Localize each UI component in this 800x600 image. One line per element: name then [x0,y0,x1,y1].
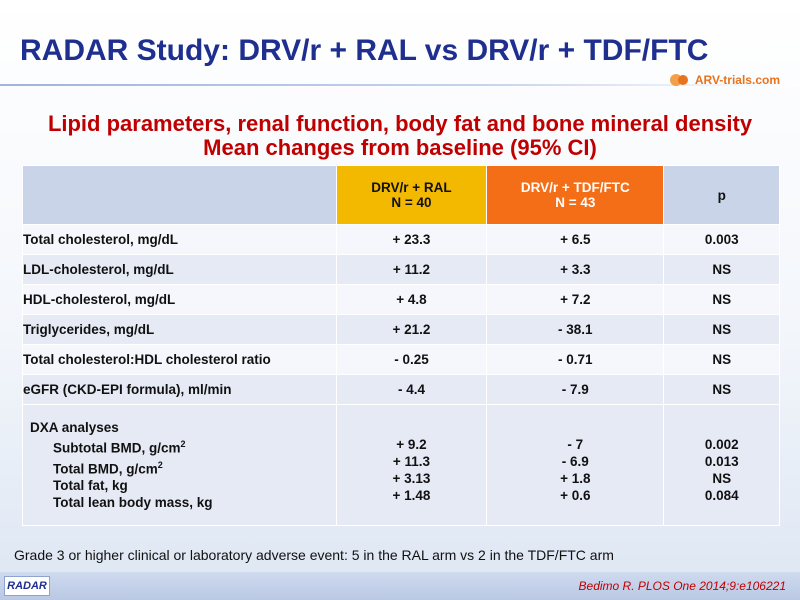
results-table: DRV/r + RAL N = 40 DRV/r + TDF/FTC N = 4… [22,165,780,526]
dxa-item-label: Total BMD, g/cm2 [23,457,336,478]
title-divider [0,84,800,86]
ral-value: + 1.48 [392,488,431,503]
dxa-item-text: Subtotal BMD, g/cm [53,440,181,456]
row-label: HDL-cholesterol, mg/dL [22,284,337,315]
row-label: Total cholesterol, mg/dL [22,224,337,255]
dxa-tdf-cell: - 7 - 6.9 + 1.8 + 0.6 [486,404,665,526]
tdf-value: - 6.9 [561,454,589,469]
dxa-row: DXA analyses Subtotal BMD, g/cm2 Total B… [22,404,780,526]
subtitle-line-1: Lipid parameters, renal function, body f… [47,111,753,136]
table-row: Total cholesterol:HDL cholesterol ratio … [22,344,780,375]
tdf-value: + 3.3 [486,254,665,285]
ral-value: - 4.4 [335,374,488,405]
row-label: Triglycerides, mg/dL [22,314,337,345]
p-value: NS [663,314,780,345]
subtitle-line-2: Mean changes from baseline (95% CI) [203,135,597,160]
dxa-ral-values: + 9.2 + 11.3 + 3.13 + 1.48 [337,419,486,504]
row-label: Total cholesterol:HDL cholesterol ratio [22,344,337,375]
slide-title: RADAR Study: DRV/r + RAL vs DRV/r + TDF/… [20,34,709,67]
ral-value: + 3.13 [392,471,431,486]
p-value: 0.002 [704,437,739,452]
ral-value: + 23.3 [335,224,488,255]
ral-value: + 4.8 [335,284,488,315]
adverse-event-footnote: Grade 3 or higher clinical or laboratory… [14,547,614,563]
header-ral-arm: DRV/r + RAL N = 40 [335,165,488,225]
p-value: 0.003 [663,224,780,255]
tdf-value: + 7.2 [486,284,665,315]
dxa-tdf-values: - 7 - 6.9 + 1.8 + 0.6 [487,419,663,504]
radar-badge: RADAR [4,576,50,596]
ral-value: + 11.2 [335,254,488,285]
logo-mark-icon [669,74,688,86]
ral-value: + 9.2 [396,437,427,452]
tdf-value: - 7 [567,437,584,452]
p-value: NS [663,374,780,405]
header-empty-cell [22,165,337,225]
dxa-item-label: Total lean body mass, kg [53,495,213,510]
tdf-value: + 1.8 [560,471,591,486]
tdf-value: + 0.6 [560,488,591,503]
ral-value: + 11.3 [392,454,431,469]
header-p-value: p [663,165,780,225]
header-tdf-arm: DRV/r + TDF/FTC N = 43 [486,165,665,225]
tdf-value: - 38.1 [486,314,665,345]
p-value: NS [712,471,732,486]
row-label: eGFR (CKD-EPI formula), ml/min [22,374,337,405]
dxa-title: DXA analyses [30,420,119,435]
p-value: 0.013 [704,454,739,469]
ral-value: + 21.2 [335,314,488,345]
dxa-item-label: Total fat, kg [53,478,128,493]
dxa-label-cell: DXA analyses Subtotal BMD, g/cm2 Total B… [22,404,337,526]
p-value: 0.084 [704,488,739,503]
table-header-row: DRV/r + RAL N = 40 DRV/r + TDF/FTC N = 4… [22,165,780,225]
table-row: eGFR (CKD-EPI formula), ml/min - 4.4 - 7… [22,374,780,405]
dxa-ral-cell: + 9.2 + 11.3 + 3.13 + 1.48 [335,404,488,526]
dxa-item-text: Total BMD, g/cm [53,461,158,476]
dxa-item-superscript: 2 [157,459,163,470]
row-label: LDL-cholesterol, mg/dL [22,254,337,285]
p-value: NS [663,344,780,375]
header-tdf-n: N = 43 [555,195,596,210]
header-ral-n: N = 40 [391,195,432,210]
dxa-item-superscript: 2 [180,439,186,449]
logo-text: ARV-trials.com [694,73,780,87]
p-value: NS [663,254,780,285]
header-ral-name: DRV/r + RAL [371,180,452,195]
tdf-value: - 7.9 [486,374,665,405]
dxa-p-cell: 0.002 0.013 NS 0.084 [663,404,780,526]
citation-reference: Bedimo R. PLOS One 2014;9:e106221 [578,579,786,593]
table-row: LDL-cholesterol, mg/dL + 11.2 + 3.3 NS [22,254,780,285]
tdf-value: - 0.71 [486,344,665,375]
header-tdf-name: DRV/r + TDF/FTC [520,180,630,195]
p-value: NS [663,284,780,315]
bottom-band [0,572,800,600]
table-row: HDL-cholesterol, mg/dL + 4.8 + 7.2 NS [22,284,780,315]
table-row: Triglycerides, mg/dL + 21.2 - 38.1 NS [22,314,780,345]
arv-trials-logo: ARV-trials.com [668,72,780,88]
table-row: Total cholesterol, mg/dL + 23.3 + 6.5 0.… [22,224,780,255]
dxa-p-values: 0.002 0.013 NS 0.084 [664,419,779,504]
ral-value: - 0.25 [335,344,488,375]
slide-subtitle: Lipid parameters, renal function, body f… [0,112,800,160]
tdf-value: + 6.5 [486,224,665,255]
dxa-item-label: Subtotal BMD, g/cm2 [23,436,336,457]
